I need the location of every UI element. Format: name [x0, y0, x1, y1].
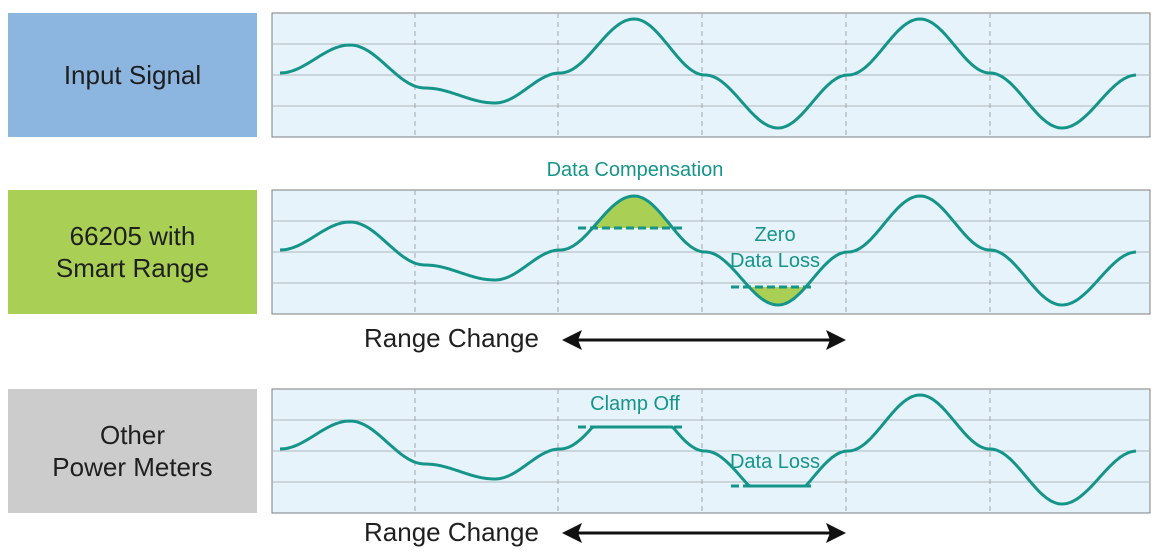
input-signal-label: Input Signal [63, 60, 202, 90]
smart-range-label-line1: 66205 with [69, 221, 196, 251]
zero-data-loss-label-line2: Data Loss [729, 250, 821, 272]
compensation-fill-top [578, 196, 686, 228]
other-meters-label-box: Other Power Meters [8, 389, 257, 513]
data-compensation-label: Data Compensation [546, 159, 724, 181]
input-signal-label-box: Input Signal [8, 13, 257, 137]
range-change-arrow-1 [562, 330, 846, 350]
zero-data-loss-label-line1: Zero [754, 224, 796, 246]
smart-range-wave [279, 194, 1137, 307]
range-change-label-1: Range Change [364, 323, 539, 353]
input-signal-wave [279, 17, 1137, 130]
other-meters-label-line1: Other [99, 420, 165, 450]
smart-range-label-line2: Smart Range [55, 253, 210, 283]
range-change-label-2: Range Change [364, 517, 539, 547]
compensation-fill-bottom [731, 287, 815, 305]
other-meters-wave [279, 393, 1137, 506]
data-loss-label: Data Loss [729, 451, 821, 473]
other-meters-label-line2: Power Meters [52, 452, 213, 482]
clamp-off-label: Clamp Off [590, 393, 680, 415]
smart-range-label-box: 66205 with Smart Range [8, 190, 257, 314]
range-change-arrow-2 [562, 523, 846, 543]
